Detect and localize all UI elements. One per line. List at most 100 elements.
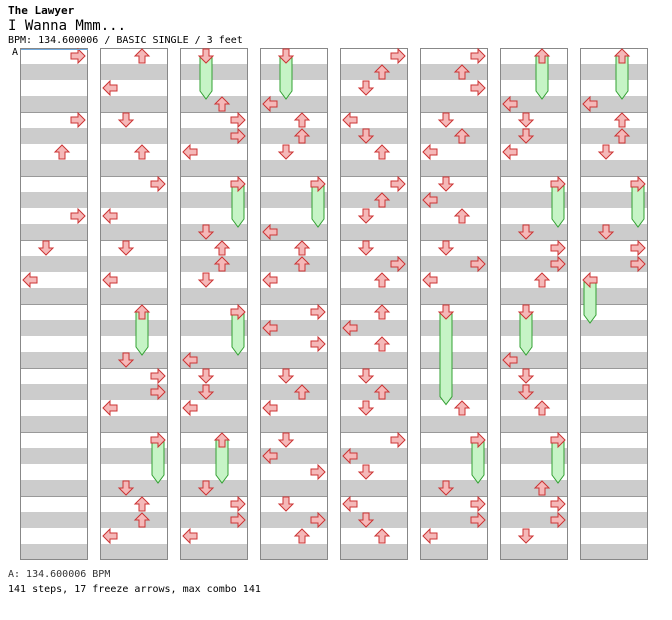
step-arrow-up [373,192,391,208]
beat-stripe [500,448,568,464]
step-arrow-up [293,240,311,256]
step-arrow-up [53,144,71,160]
step-arrow-right [150,367,166,385]
step-arrow-up [213,96,231,112]
beat-stripe [420,384,488,400]
step-arrow-down [597,144,615,160]
beat-stripe [580,448,648,464]
beat-stripe [420,416,488,432]
beat-stripe [340,320,408,336]
beat-stripe [180,320,248,336]
step-arrow-right [470,511,486,529]
beat-stripe [100,160,168,176]
beat-stripe [260,128,328,144]
step-arrow-right [70,207,86,225]
step-arrow-down [357,464,375,480]
step-arrow-left [422,527,438,545]
beat-stripe [20,128,88,144]
step-arrow-left [262,399,278,417]
beat-stripe [100,384,168,400]
beat-stripe [500,192,568,208]
beat-stripe [180,224,248,240]
step-arrow-right [550,495,566,513]
beat-stripe [500,480,568,496]
beat-stripe [20,64,88,80]
step-arrow-left [422,143,438,161]
beat-stripe [20,512,88,528]
step-arrow-up [293,384,311,400]
step-arrow-left [102,207,118,225]
chart-meta: BPM: 134.600006 / BASIC SINGLE / 3 feet [8,35,243,46]
beat-stripe [500,160,568,176]
freeze-arrow-head [213,432,231,448]
step-arrow-left [502,351,518,369]
beat-stripe [180,480,248,496]
step-arrow-down [357,240,375,256]
step-arrow-down [517,368,535,384]
bpm-marker: A [12,47,19,58]
footer-stats: 141 steps, 17 freeze arrows, max combo 1… [8,584,261,595]
beat-stripe [580,320,648,336]
freeze-arrow-head [277,48,295,64]
freeze-arrow-head [437,304,455,320]
beat-stripe [100,64,168,80]
beat-stripe [500,288,568,304]
beat-stripe [20,224,88,240]
column-frame [500,48,568,560]
beat-stripe [180,512,248,528]
step-arrow-up [133,496,151,512]
step-arrow-down [517,384,535,400]
beat-stripe [580,96,648,112]
footer-bpm: A: 134.600006 BPM [8,569,111,580]
beat-stripe [420,544,488,560]
beat-stripe [340,416,408,432]
step-arrow-right [470,47,486,65]
step-arrow-right [310,463,326,481]
beat-stripe [340,384,408,400]
beat-stripe [580,192,648,208]
beat-stripe [180,288,248,304]
beat-stripe [180,128,248,144]
beat-stripe [580,352,648,368]
step-arrow-down [357,400,375,416]
step-arrow-left [182,399,198,417]
beat-stripe [260,352,328,368]
beat-stripe [580,288,648,304]
step-arrow-down [277,432,295,448]
beat-stripe [580,416,648,432]
step-arrow-right [230,111,246,129]
beat-stripe [20,448,88,464]
step-arrow-right [310,303,326,321]
step-arrow-up [373,304,391,320]
step-arrow-left [582,95,598,113]
step-arrow-down [517,528,535,544]
chart-column [580,48,648,560]
step-arrow-up [613,128,631,144]
beat-stripe [500,352,568,368]
beat-stripe [20,96,88,112]
beat-stripe [420,288,488,304]
step-arrow-up [453,64,471,80]
beat-stripe [340,192,408,208]
step-arrow-left [102,271,118,289]
bpm-marker-line [21,49,88,50]
beat-stripe [420,224,488,240]
freeze-arrow-head [630,175,646,193]
beat-stripe [260,384,328,400]
beat-stripe [580,512,648,528]
beat-stripe [100,352,168,368]
beat-stripe [20,416,88,432]
step-arrow-left [342,495,358,513]
step-arrow-right [390,175,406,193]
freeze-arrow-head [150,431,166,449]
step-arrow-left [102,399,118,417]
step-arrow-down [117,240,135,256]
step-arrow-right [470,255,486,273]
beat-stripe [340,288,408,304]
step-arrow-right [470,495,486,513]
step-arrow-right [550,255,566,273]
beat-stripe [260,480,328,496]
beat-stripe [500,64,568,80]
beat-stripe [500,256,568,272]
beat-stripe [100,96,168,112]
